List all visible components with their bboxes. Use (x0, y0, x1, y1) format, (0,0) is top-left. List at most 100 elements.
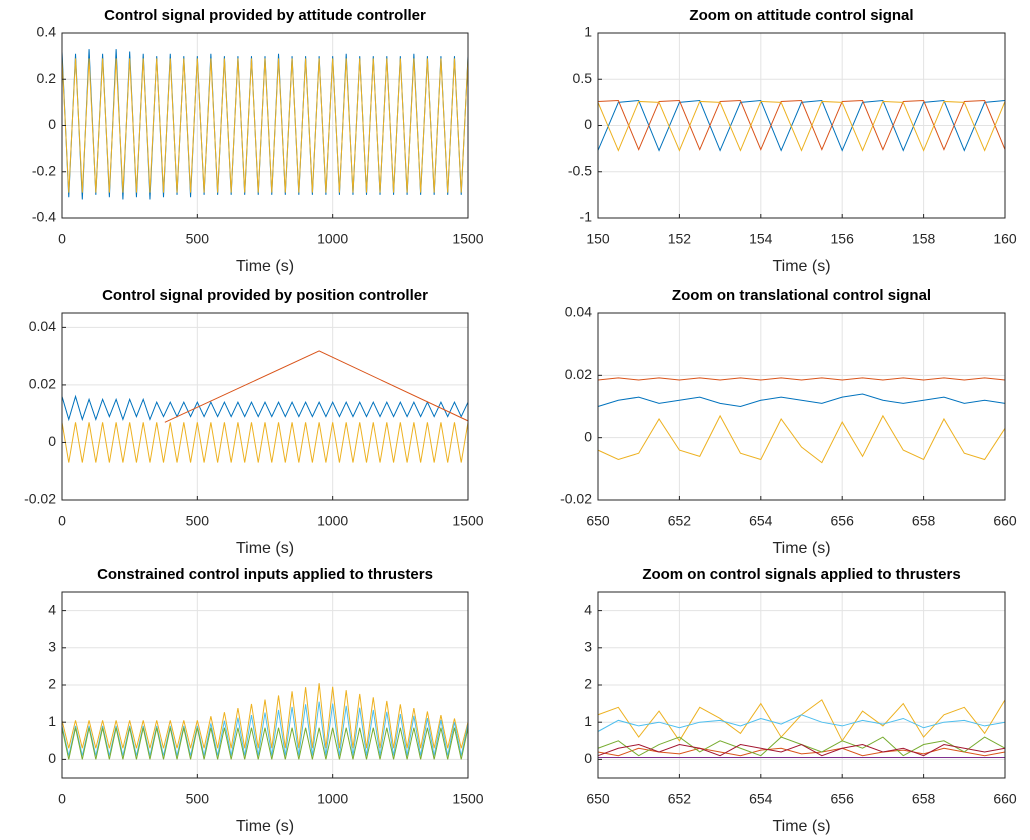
data-line (164, 350, 469, 423)
x-tick-label: 0 (58, 231, 66, 247)
y-tick-label: 0 (584, 750, 592, 766)
x-tick-label: 652 (668, 791, 692, 807)
y-tick-label: 2 (584, 676, 592, 692)
y-tick-label: 2 (48, 676, 56, 692)
subplot: 650 652 654 656 658 660 -0.02 0 0.02 0.04 Zoom on … (560, 287, 1017, 557)
y-tick-label: -0.02 (560, 491, 592, 507)
y-tick-label: 0.2 (37, 70, 57, 86)
x-tick-label: 154 (749, 231, 773, 247)
x-tick-label: 656 (831, 791, 855, 807)
y-tick-label: 4 (584, 601, 592, 617)
x-axis-label: Time (s) (772, 540, 830, 557)
y-tick-label: -0.5 (568, 162, 592, 178)
x-tick-label: 658 (912, 513, 936, 529)
subplot-title: Zoom on attitude control signal (689, 7, 913, 24)
x-tick-label: 1000 (317, 513, 348, 529)
x-tick-label: 650 (586, 791, 610, 807)
data-line (61, 701, 469, 756)
subplot-title: Zoom on translational control signal (672, 287, 931, 304)
y-tick-label: 1 (48, 713, 56, 729)
data-line (597, 100, 1006, 151)
subplot: 0 500 1000 1500 0 1 2 3 4 Constrained control inp… (48, 566, 484, 835)
y-tick-label: -1 (580, 209, 593, 225)
data-line (597, 414, 1006, 464)
axes-box (597, 591, 1006, 779)
y-tick-label: 0 (48, 116, 56, 132)
y-tick-label: -0.02 (24, 491, 56, 507)
x-tick-label: 660 (993, 791, 1017, 807)
x-tick-label: 654 (749, 791, 773, 807)
subplot: 150 152 154 156 158 160 -1 -0.5 0 0.5 1 Zoom on att… (568, 7, 1017, 275)
y-tick-label: -0.4 (32, 209, 56, 225)
axes-box (597, 32, 1006, 219)
data-line (597, 714, 1006, 732)
x-tick-label: 0 (58, 513, 66, 529)
x-tick-label: 160 (993, 231, 1017, 247)
y-tick-label: 0 (48, 433, 56, 449)
data-line (597, 377, 1006, 381)
data-line (597, 99, 1006, 152)
subplot-title: Zoom on control signals applied to thrus… (642, 566, 960, 583)
x-tick-label: 656 (831, 513, 855, 529)
x-tick-label: 152 (668, 231, 692, 247)
data-line (597, 747, 1006, 757)
y-tick-label: 0 (584, 116, 592, 132)
y-tick-label: -0.2 (32, 162, 56, 178)
subplot-title: Control signal provided by attitude cont… (104, 7, 426, 24)
x-axis-label: Time (s) (236, 258, 294, 275)
y-tick-label: 3 (584, 639, 592, 655)
x-axis-label: Time (s) (772, 818, 830, 835)
subplot: 0 500 1000 1500 -0.4 -0.2 0 0.2 0.4 Control signa… (32, 7, 484, 275)
y-tick-label: 0.5 (573, 70, 593, 86)
x-tick-label: 652 (668, 513, 692, 529)
x-tick-label: 150 (586, 231, 610, 247)
y-tick-label: 0.02 (565, 366, 592, 382)
data-line (597, 743, 1006, 757)
axes-box (61, 312, 469, 501)
x-tick-label: 658 (912, 791, 936, 807)
x-tick-label: 1500 (452, 513, 483, 529)
subplot-title: Constrained control inputs applied to th… (97, 566, 433, 583)
x-tick-label: 654 (749, 513, 773, 529)
plot-area (62, 313, 468, 500)
y-tick-label: 0 (48, 750, 56, 766)
y-tick-label: 1 (584, 713, 592, 729)
axes-box (61, 32, 469, 219)
data-line (61, 49, 469, 200)
x-tick-label: 1000 (317, 791, 348, 807)
y-tick-label: 1 (584, 24, 592, 40)
data-line (597, 393, 1006, 408)
y-tick-label: 0.02 (29, 376, 56, 392)
y-tick-label: 0.04 (565, 304, 592, 320)
y-tick-label: 3 (48, 639, 56, 655)
x-tick-label: 158 (912, 231, 936, 247)
y-tick-label: 0 (584, 428, 592, 444)
x-axis-label: Time (s) (236, 818, 294, 835)
x-tick-label: 660 (993, 513, 1017, 529)
subplot-title: Control signal provided by position cont… (102, 287, 428, 304)
x-tick-label: 1000 (317, 231, 348, 247)
data-line (597, 100, 1006, 152)
axes-box (597, 312, 1006, 501)
plot-area (598, 313, 1005, 500)
subplot: 650 652 654 656 658 660 0 1 2 3 4 Zoom on control s… (584, 566, 1017, 835)
x-tick-label: 156 (831, 231, 855, 247)
y-tick-label: 4 (48, 601, 56, 617)
axes-box (61, 591, 469, 779)
y-tick-label: 0.4 (37, 24, 57, 40)
data-line (61, 727, 469, 760)
x-tick-label: 0 (58, 791, 66, 807)
x-tick-label: 500 (186, 791, 210, 807)
x-tick-label: 500 (186, 513, 210, 529)
x-tick-label: 1500 (452, 231, 483, 247)
x-tick-label: 650 (586, 513, 610, 529)
data-line (61, 683, 469, 749)
data-line (61, 422, 469, 463)
x-tick-label: 1500 (452, 791, 483, 807)
x-axis-label: Time (s) (236, 540, 294, 557)
data-line (61, 58, 469, 193)
y-tick-label: 0.04 (29, 318, 56, 334)
data-line (61, 394, 469, 422)
